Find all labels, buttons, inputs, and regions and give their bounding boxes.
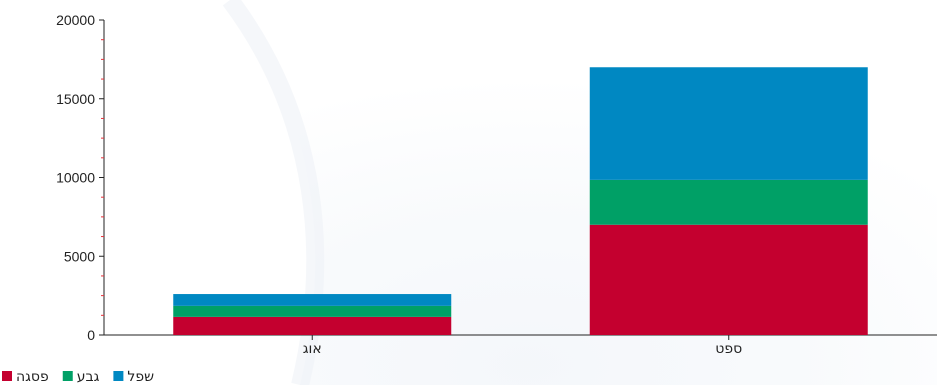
y-tick-label: 10000 [56,170,95,186]
x-axis-labels: אוג ספט [303,335,742,357]
legend-swatch-2 [113,371,124,381]
y-tick-label: 20000 [56,12,95,28]
bar-segment-1-0 [589,224,868,335]
legend-swatch-0 [2,371,12,381]
legend-label-2: שפל [127,369,154,385]
legend-swatch-1 [62,371,73,381]
y-axis-ticks: 0 5000 10000 15000 20000 [56,12,104,343]
y-tick-label: 5000 [64,248,95,264]
bar-segment-1-1 [589,179,868,225]
legend-label-1: גבע [77,369,100,385]
y-tick-label: 0 [87,327,95,343]
bar-segment-1-2 [589,67,868,180]
bar-segment-0-1 [173,305,452,317]
x-category-label: אוג [303,341,322,357]
bar-segment-0-0 [173,316,452,335]
y-tick-label: 15000 [56,91,95,107]
legend: פסגה גבע שפל [2,369,154,385]
legend-label-0: פסגה [16,369,49,385]
bar-segment-0-2 [173,294,452,306]
bars [173,67,868,335]
x-category-label: ספט [715,341,742,357]
